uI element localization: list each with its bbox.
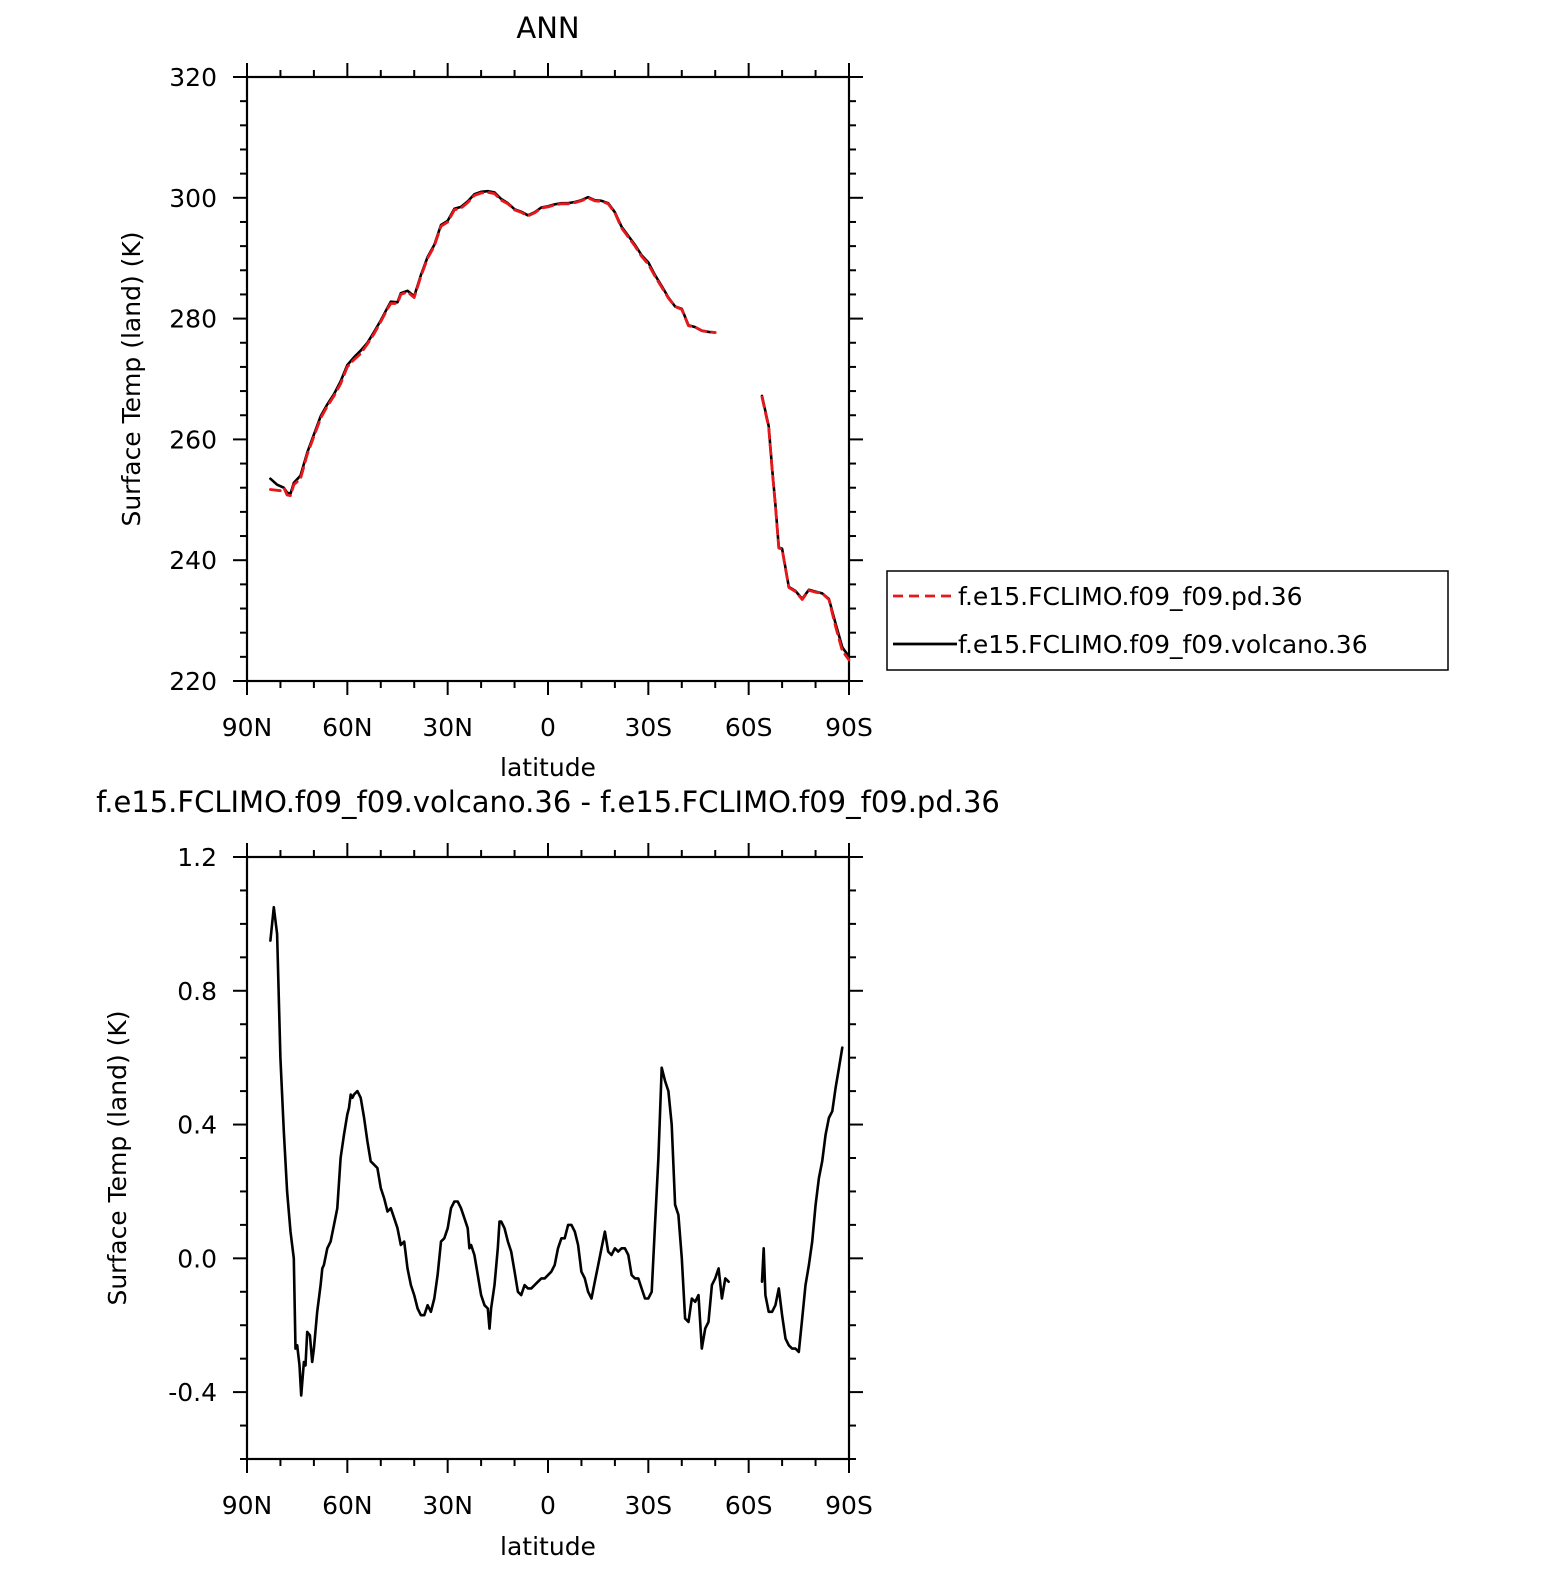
legend-label-1: f.e15.FCLIMO.f09_f09.volcano.36: [958, 630, 1368, 659]
x-tick-label: 60S: [725, 713, 773, 742]
x-tick-label: 90N: [222, 1491, 273, 1520]
x-tick-label: 60N: [322, 1491, 373, 1520]
series-line-0-segment-1: [760, 395, 851, 662]
y-tick-label: 0.0: [177, 1244, 217, 1273]
y-axis-title: Surface Temp (land) (K): [103, 1010, 132, 1305]
series-line-1-segment-0: [269, 189, 717, 496]
y-tick-label: 240: [169, 546, 217, 575]
plot-frame: [245, 855, 851, 1461]
y-tick-label: 1.2: [177, 843, 217, 872]
series-line-0-segment-1: [760, 1046, 844, 1354]
y-tick-label: 320: [169, 63, 217, 92]
y-tick-label: -0.4: [168, 1378, 217, 1407]
plot-title: ANN: [516, 11, 579, 45]
x-axis-title: latitude: [500, 1532, 596, 1561]
x-tick-label: 90S: [825, 713, 873, 742]
x-axis-title: latitude: [500, 753, 596, 782]
y-tick-label: 300: [169, 184, 217, 213]
x-tick-label: 0: [540, 713, 556, 742]
y-tick-label: 280: [169, 305, 217, 334]
y-tick-label: 220: [169, 667, 217, 696]
plot-frame: [245, 75, 851, 683]
plot-title: f.e15.FCLIMO.f09_f09.volcano.36 - f.e15.…: [96, 785, 1000, 819]
x-tick-label: 90N: [222, 713, 273, 742]
x-tick-label: 60N: [322, 713, 373, 742]
x-tick-label: 60S: [725, 1491, 773, 1520]
y-tick-label: 260: [169, 425, 217, 454]
x-tick-label: 30S: [624, 1491, 672, 1520]
x-tick-label: 30N: [422, 713, 473, 742]
series-line-0-segment-0: [269, 905, 730, 1397]
x-tick-label: 90S: [825, 1491, 873, 1520]
x-tick-label: 0: [540, 1491, 556, 1520]
series-line-1-segment-1: [760, 394, 851, 659]
y-axis-title: Surface Temp (land) (K): [117, 231, 146, 526]
y-tick-label: 0.4: [177, 1111, 217, 1140]
y-tick-label: 0.8: [177, 977, 217, 1006]
series-line-0-segment-0: [269, 191, 717, 497]
legend-label-0: f.e15.FCLIMO.f09_f09.pd.36: [958, 582, 1303, 611]
x-tick-label: 30S: [624, 713, 672, 742]
x-tick-label: 30N: [422, 1491, 473, 1520]
legend-box: [886, 570, 1449, 671]
